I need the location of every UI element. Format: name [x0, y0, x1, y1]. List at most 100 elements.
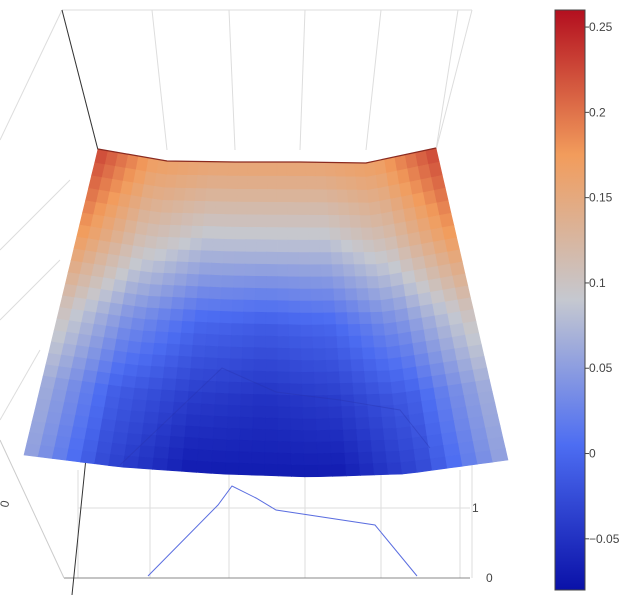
surface-cell	[50, 388, 68, 403]
surface-cell	[99, 348, 115, 363]
surface-cell	[381, 416, 397, 430]
surface-cell	[235, 214, 248, 228]
surface-cell	[242, 335, 255, 348]
surface-cell	[159, 212, 173, 226]
axis-tick-labels: 1 0 0	[0, 499, 493, 585]
surface-cell	[189, 368, 205, 382]
surface-cell	[286, 175, 298, 190]
surface-cell	[365, 264, 379, 277]
surface-cell	[23, 443, 42, 458]
surface-cell	[343, 440, 359, 454]
surface-cell	[215, 381, 230, 395]
surface-cell	[394, 308, 410, 323]
surface-cell	[208, 286, 223, 300]
surface-cell	[304, 464, 319, 478]
surface-cell	[171, 413, 188, 427]
surface-cell	[168, 320, 183, 334]
surface-cell	[233, 263, 246, 277]
surface-cell	[394, 414, 412, 429]
surface-cell	[124, 280, 139, 296]
surface-cell	[212, 238, 225, 252]
surface-cell	[266, 214, 278, 228]
surface-cell	[257, 175, 268, 190]
surface-cell	[230, 335, 244, 348]
surface-cell	[221, 275, 235, 289]
surface-cell	[76, 333, 92, 348]
surface-cell	[108, 373, 124, 388]
surface-cell	[355, 417, 371, 430]
surface-cell	[309, 264, 323, 278]
surface-cell	[205, 188, 218, 203]
surface-cell	[170, 212, 184, 226]
surface-cell	[427, 350, 444, 366]
surface-cell	[179, 332, 195, 346]
surface-cell	[227, 404, 242, 418]
surface-cell	[229, 358, 243, 372]
surface-cell	[333, 288, 347, 302]
surface-cell	[337, 202, 351, 216]
surface-cell	[359, 323, 374, 337]
surface-cell	[379, 198, 393, 215]
surface-cell	[334, 162, 347, 178]
surface-cell	[301, 383, 316, 397]
surface-cell	[371, 451, 388, 464]
surface-cell	[396, 319, 412, 335]
surface-cell	[243, 299, 256, 313]
surface-cell	[300, 348, 315, 361]
surface-cell	[148, 210, 162, 226]
surface-cell	[277, 324, 290, 337]
surface-cell	[379, 286, 394, 301]
axis-tick-label: 0	[486, 571, 493, 585]
surface-cell	[252, 417, 266, 430]
surface-cell	[125, 433, 143, 447]
surface-cell	[328, 417, 344, 431]
surface-cell	[364, 370, 379, 384]
surface-cell	[436, 200, 452, 216]
surface-cell	[354, 405, 370, 419]
surface-cell	[468, 415, 486, 431]
surface-cell	[211, 450, 227, 464]
surface-cell	[352, 252, 366, 265]
surface-cell	[336, 335, 351, 349]
surface-cell	[181, 459, 198, 473]
surface-cell	[247, 161, 259, 177]
floor-projection	[147, 485, 418, 577]
surface-cell	[178, 344, 194, 358]
surface-cell	[194, 309, 209, 323]
surface-cell	[82, 369, 98, 384]
surface-cell	[287, 227, 299, 241]
surface-cell	[342, 417, 357, 431]
surface-cell	[396, 426, 413, 441]
surface-cell	[344, 162, 357, 178]
surface-cell	[191, 344, 206, 358]
surface-cell	[126, 340, 143, 355]
surface-cell	[97, 360, 113, 374]
surface-cell	[128, 257, 143, 272]
surface-cell	[331, 264, 345, 278]
surface-cell	[132, 306, 148, 320]
surface-cell	[377, 274, 392, 289]
surface-cell	[236, 189, 248, 203]
surface-cell	[146, 388, 163, 402]
surface-cell	[185, 414, 201, 428]
surface-cell	[165, 343, 181, 357]
surface-cell	[121, 375, 137, 389]
surface-cell	[132, 233, 147, 248]
surface-cell	[323, 324, 338, 338]
surface-cell	[126, 269, 141, 284]
surface-cell	[277, 336, 290, 349]
surface-cell	[329, 429, 345, 443]
surface-cell	[289, 395, 304, 408]
surface-cell	[383, 321, 399, 337]
surface-cell	[276, 202, 288, 216]
surface-cell	[290, 418, 304, 431]
surface-cell	[403, 282, 419, 297]
surface-cell	[431, 174, 446, 191]
surface-cell	[277, 464, 292, 477]
surface-cell	[351, 370, 366, 384]
surface-cell	[328, 214, 341, 229]
surface-cell	[382, 223, 397, 239]
surface-cell	[255, 275, 267, 289]
surface-cell	[265, 323, 279, 337]
